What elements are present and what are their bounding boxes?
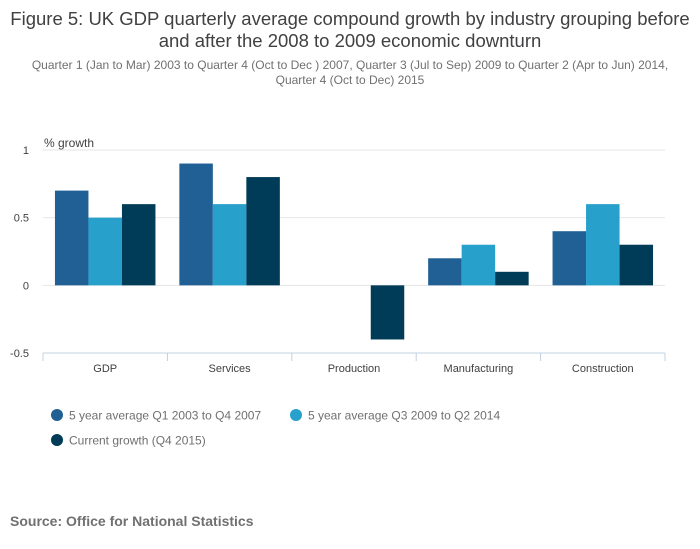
chart-title: Figure 5: UK GDP quarterly average compo… — [10, 8, 690, 51]
bar-gdp-series-2[interactable] — [88, 217, 122, 286]
legend-swatch — [290, 409, 302, 421]
bar-construction-series-2[interactable] — [586, 204, 620, 286]
x-tick-label: Manufacturing — [444, 363, 514, 375]
bar-construction-series-3[interactable] — [619, 244, 654, 286]
chart-subtitle: Quarter 1 (Jan to Mar) 2003 to Quarter 4… — [31, 58, 669, 87]
bar-chart: 1 0.5 0 -0.5 GDP Services Production Manufactur… — [10, 136, 666, 448]
bar-services-series-2[interactable] — [212, 204, 247, 286]
legend-swatch — [51, 409, 63, 421]
bar-construction-series-1[interactable] — [552, 231, 587, 286]
legend-label[interactable]: 5 year average Q1 2003 to Q4 2007 — [69, 409, 261, 423]
legend-label[interactable]: Current growth (Q4 2015) — [69, 434, 206, 448]
y-tick-label: 0.5 — [14, 213, 29, 225]
bar-manufacturing-series-1[interactable] — [428, 258, 462, 286]
x-tick-label: Production — [328, 363, 381, 375]
bar-manufacturing-series-3[interactable] — [495, 271, 529, 286]
bar-manufacturing-series-2[interactable] — [461, 244, 496, 286]
y-tick-label: -0.5 — [10, 348, 29, 360]
bar-services-series-3[interactable] — [246, 177, 280, 286]
y-tick-label: 0 — [23, 280, 29, 292]
bar-gdp-series-3[interactable] — [121, 204, 156, 286]
bar-services-series-1[interactable] — [179, 163, 213, 286]
y-axis-label: % growth — [44, 136, 94, 150]
bar-gdp-series-1[interactable] — [54, 190, 89, 286]
x-tick-label: Construction — [572, 363, 634, 375]
y-tick-label: 1 — [23, 145, 29, 157]
x-tick-label: GDP — [93, 363, 117, 375]
bar-production-series-3[interactable] — [370, 285, 405, 340]
legend-swatch — [51, 434, 63, 446]
x-tick-label: Services — [209, 363, 252, 375]
source-note: Source: Office for National Statistics — [10, 513, 254, 529]
legend-label[interactable]: 5 year average Q3 2009 to Q2 2014 — [308, 409, 500, 423]
